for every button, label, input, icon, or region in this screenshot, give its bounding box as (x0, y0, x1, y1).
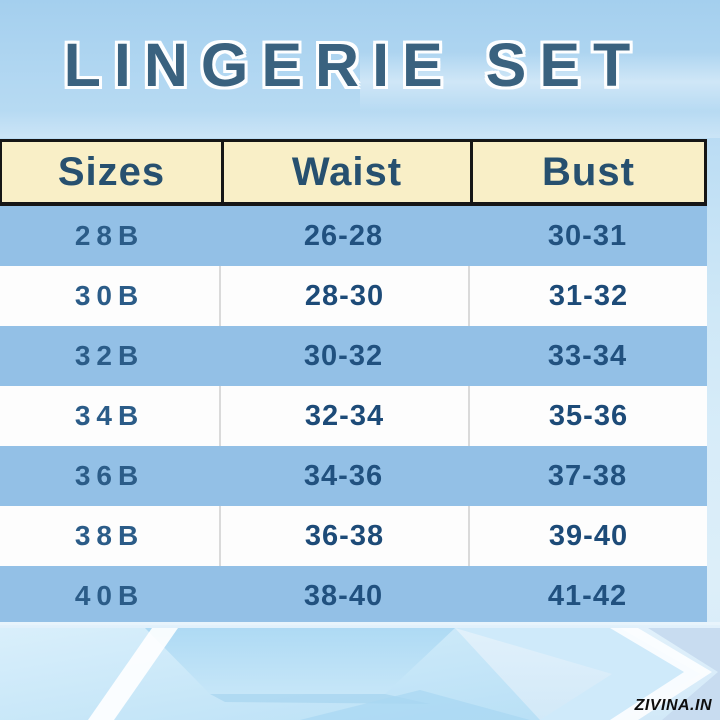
table-row-34b: 34B 32-34 35-36 (0, 386, 707, 446)
waist-cell: 38-40 (303, 579, 384, 612)
brand-watermark: ZIVINA.IN (634, 697, 712, 714)
header-waist: Waist (221, 142, 470, 202)
background-light-band (0, 110, 720, 138)
table-row-38b: 38B 36-38 39-40 (0, 506, 707, 566)
bust-cell: 35-36 (468, 386, 707, 446)
table-row-30b: 30B 28-30 31-32 (0, 266, 707, 326)
header-sizes: Sizes (57, 149, 166, 194)
bust-cell: 33-34 (547, 339, 628, 372)
size-cell: 32B (74, 340, 145, 371)
waist-cell: 32-34 (219, 386, 468, 446)
size-cell: 36B (74, 460, 145, 491)
waist-cell: 34-36 (303, 459, 384, 492)
waist-cell: 30-32 (303, 339, 384, 372)
table-row-28b: 28B 26-28 30-31 (0, 206, 707, 266)
bust-cell: 31-32 (468, 266, 707, 326)
size-table: Sizes Waist Bust 28B 26-28 30-31 30B 28-… (0, 139, 707, 626)
table-row-32b: 32B 30-32 33-34 (0, 326, 707, 386)
table-row-40b: 40B 38-40 41-42 (0, 566, 707, 626)
bust-cell: 39-40 (468, 506, 707, 566)
waist-cell: 28-30 (219, 266, 468, 326)
bust-cell: 41-42 (547, 579, 628, 612)
waist-cell: 36-38 (219, 506, 468, 566)
size-cell: 34B (74, 400, 145, 431)
decorative-geometric-shapes (0, 622, 720, 720)
bust-cell: 37-38 (547, 459, 628, 492)
size-cell: 38B (74, 520, 145, 551)
page-title: LINGERIE SET (63, 31, 644, 99)
size-cell: 30B (74, 280, 145, 311)
decorative-shapes-svg (0, 622, 720, 720)
bust-cell: 30-31 (547, 219, 628, 252)
size-cell: 40B (74, 580, 145, 611)
waist-cell: 26-28 (303, 219, 384, 252)
table-row-36b: 36B 34-36 37-38 (0, 446, 707, 506)
table-header-row: Sizes Waist Bust (0, 139, 707, 206)
header-bust: Bust (470, 142, 704, 202)
size-cell: 28B (74, 220, 145, 251)
